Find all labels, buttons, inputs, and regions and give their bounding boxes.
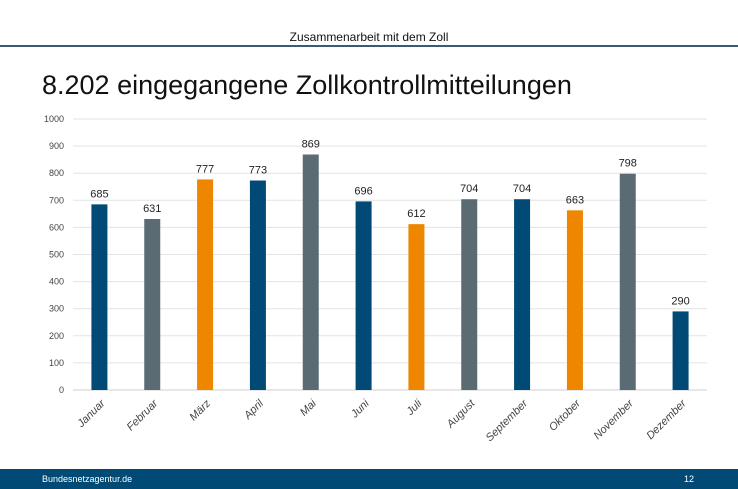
data-label: 773	[249, 165, 267, 177]
data-label: 685	[90, 188, 108, 200]
header-divider	[0, 45, 738, 47]
bar-mai	[302, 154, 319, 390]
x-tick-label: Juni	[348, 397, 372, 421]
bar-februar	[144, 218, 161, 390]
data-label: 290	[671, 295, 689, 307]
x-tick-label: Mai	[298, 397, 319, 418]
y-tick-label: 300	[49, 304, 64, 314]
x-tick-label: Januar	[75, 397, 109, 431]
y-tick-label: 700	[49, 195, 64, 205]
x-tick-label: Februar	[125, 397, 162, 434]
bar-oktober	[566, 210, 583, 390]
data-label: 663	[566, 194, 584, 206]
data-label: 704	[460, 183, 478, 195]
bar-märz	[197, 179, 214, 390]
chart-title: 8.202 eingegangene Zollkontrollmitteilun…	[42, 70, 572, 100]
bar-dezember	[672, 311, 689, 390]
data-label: 798	[619, 158, 637, 170]
y-tick-label: 400	[49, 277, 64, 287]
x-tick-label: Oktober	[547, 397, 584, 434]
data-label: 777	[196, 163, 214, 175]
x-tick-label: November	[592, 397, 637, 442]
x-tick-label: April	[241, 397, 266, 422]
data-label: 631	[143, 203, 161, 215]
y-tick-label: 1000	[44, 114, 64, 124]
data-label: 704	[513, 183, 531, 195]
y-tick-label: 200	[49, 331, 64, 341]
y-tick-label: 100	[49, 358, 64, 368]
x-tick-label: März	[187, 397, 213, 423]
y-tick-label: 0	[59, 385, 64, 395]
bar-juni	[355, 201, 372, 390]
bar-juli	[408, 224, 425, 390]
bar-november	[619, 173, 636, 390]
y-tick-label: 900	[49, 141, 64, 151]
y-tick-label: 600	[49, 222, 64, 232]
bar-januar	[91, 204, 108, 390]
data-label: 696	[354, 185, 372, 197]
x-tick-label: Juli	[404, 397, 425, 418]
x-tick-label: Dezember	[644, 397, 689, 442]
x-tick-label: September	[484, 397, 531, 444]
y-tick-label: 800	[49, 168, 64, 178]
footer-bar: Bundesnetzagentur.de 12	[0, 469, 738, 489]
bar-chart: 0 100 200 300 400 500 600 700 800 900 1000 685 Janua…	[44, 114, 707, 444]
page-number: 12	[683, 474, 694, 484]
section-header: Zusammenarbeit mit dem Zoll	[289, 30, 449, 44]
y-tick-label: 500	[49, 250, 64, 260]
data-label: 612	[407, 208, 425, 220]
bar-september	[514, 199, 531, 390]
footer-site[interactable]: Bundesnetzagentur.de	[42, 474, 133, 484]
bar-august	[461, 199, 478, 390]
x-tick-label: August	[444, 397, 478, 431]
data-label: 869	[302, 139, 320, 151]
bar-april	[249, 180, 266, 390]
